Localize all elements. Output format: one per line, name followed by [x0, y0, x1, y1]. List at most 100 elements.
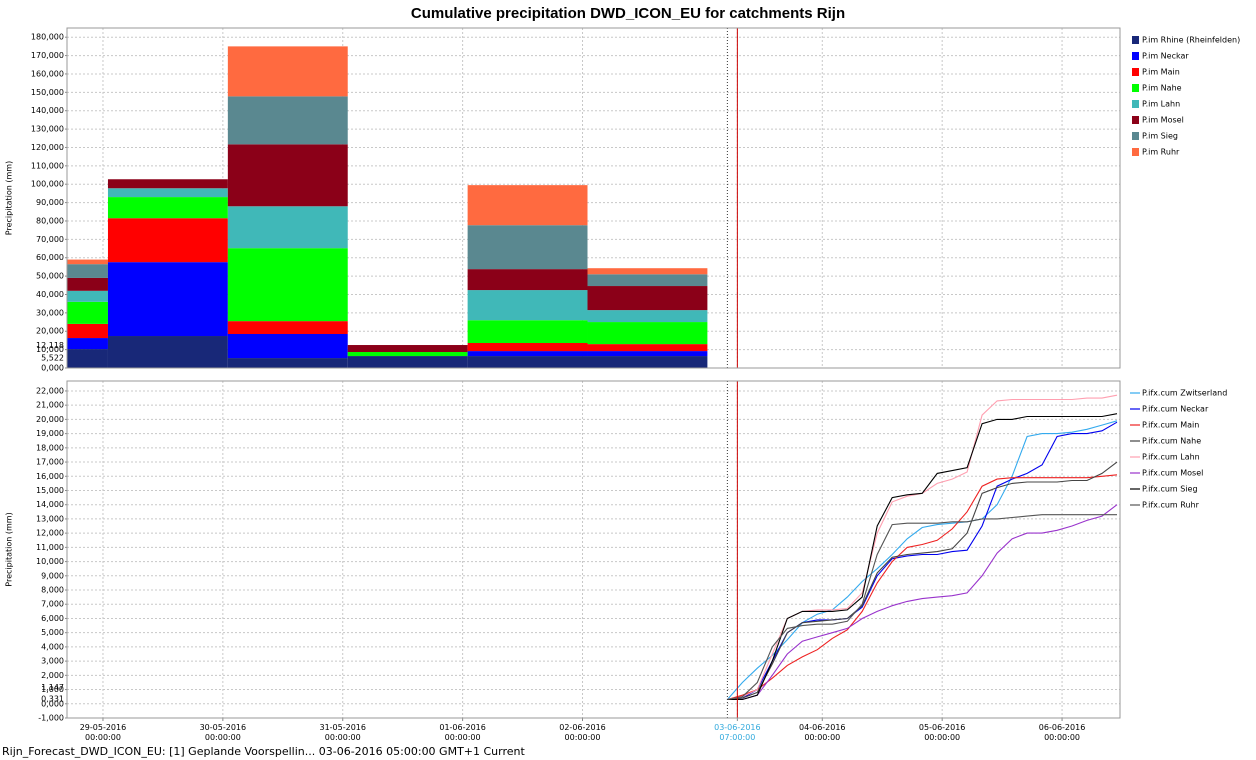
y-tick-label: 14,000 [36, 500, 64, 509]
y-tick-label: 60,000 [36, 253, 64, 262]
y-tick-label: 20,000 [36, 415, 64, 424]
axis-marker-label: 12,118 [36, 341, 64, 350]
legend-label: P.im Neckar [1142, 52, 1189, 61]
plot-area [67, 381, 1120, 718]
x-tick-label: 04-06-2016 00:00:00 [799, 723, 846, 742]
bar-segment [587, 322, 708, 345]
axis-marker-label: 0,331 [41, 695, 64, 704]
bar-segment [347, 352, 468, 357]
legend-label: P.ifx.cum Neckar [1142, 405, 1209, 414]
plot-content [67, 46, 708, 368]
bar-segment [587, 351, 708, 357]
bar-segment [107, 197, 228, 219]
line-series [727, 461, 1118, 701]
bar-segment [587, 274, 708, 287]
bar-segment [587, 344, 708, 352]
bar-segment [467, 320, 588, 344]
x-tick-label: 05-06-2016 00:00:00 [918, 723, 966, 742]
y-tick-label: 6,000 [41, 614, 64, 623]
legend-label: P.ifx.cum Nahe [1142, 437, 1201, 446]
y-tick-label: 18,000 [36, 443, 64, 452]
bar-segment [67, 264, 108, 278]
bar-segment [467, 351, 588, 357]
bar-segment [67, 277, 108, 291]
line-series [727, 504, 1118, 701]
legend-label: P.im Mosel [1142, 116, 1184, 125]
x-tick-label: 01-06-2016 00:00:00 [439, 723, 486, 742]
bar-segment [107, 262, 228, 337]
bar-segment [67, 338, 108, 350]
bar-segment [467, 225, 588, 270]
legend-swatch [1132, 52, 1139, 60]
y-tick-label: 12,000 [36, 529, 64, 538]
bar-segment [67, 259, 108, 265]
plot-content [726, 394, 1118, 701]
bar-segment [587, 356, 708, 368]
bar-segment [467, 185, 588, 226]
y-tick-label: 10,000 [36, 557, 64, 566]
y-tick-label: 5,000 [41, 628, 64, 637]
y-tick-label: 21,000 [36, 401, 64, 410]
bar-segment [107, 179, 228, 189]
legend-label: P.im Nahe [1142, 84, 1182, 93]
bar-segment [227, 96, 348, 145]
y-tick-label: 11,000 [36, 543, 64, 552]
legend-label: P.im Rhine (Rheinfelden) [1142, 36, 1240, 45]
y-tick-label: 19,000 [36, 429, 64, 438]
y-tick-label: 17,000 [36, 458, 64, 467]
y-tick-label: 15,000 [36, 486, 64, 495]
y-tick-label: -1,000 [38, 714, 64, 723]
bar-segment [227, 358, 348, 368]
legend-label: P.ifx.cum Ruhr [1142, 501, 1200, 510]
line-series [727, 514, 1117, 701]
legend-label: P.ifx.cum Lahn [1142, 453, 1200, 462]
y-tick-label: 160,000 [31, 69, 64, 78]
bar-segment [67, 301, 108, 324]
bar-segment [347, 356, 468, 368]
bar-segment [587, 286, 708, 311]
bar-segment [107, 336, 228, 368]
y-tick-label: 1,000 [41, 685, 64, 694]
y-tick-label: 120,000 [31, 143, 64, 152]
bar-segment [227, 46, 348, 97]
legend-label: P.ifx.cum Zwitserland [1142, 389, 1227, 398]
y-tick-label: 50,000 [36, 272, 64, 281]
x-tick-label: 30-05-2016 00:00:00 [199, 723, 247, 742]
legend-label: P.im Main [1142, 68, 1180, 77]
legend-swatch [1132, 100, 1139, 108]
bar-segment [467, 269, 588, 291]
y-tick-label: 100,000 [31, 180, 64, 189]
x-tick-label: 03-06-2016 07:00:00 [714, 723, 761, 742]
y-tick-label: 180,000 [31, 33, 64, 42]
line-series [727, 413, 1118, 701]
y-tick-label: 110,000 [31, 161, 64, 170]
y-tick-label: 30,000 [36, 308, 64, 317]
bar-segment [67, 349, 108, 368]
y-tick-label: 70,000 [36, 235, 64, 244]
legend-swatch [1132, 84, 1139, 92]
legend-swatch [1132, 36, 1139, 44]
y-tick-label: 7,000 [41, 600, 64, 609]
y-tick-label: 130,000 [31, 125, 64, 134]
plot-border [66, 380, 1121, 719]
y-tick-label: 16,000 [36, 472, 64, 481]
status-bar: Rijn_Forecast_DWD_ICON_EU: [1] Geplande … [2, 745, 525, 758]
bar-segment [67, 290, 108, 302]
legend-swatch [1132, 148, 1139, 156]
bar-segment [107, 218, 228, 263]
y-tick-label: 40,000 [36, 290, 64, 299]
bar-segment [227, 334, 348, 359]
chart-title: Cumulative precipitation DWD_ICON_EU for… [411, 5, 845, 22]
legend-label: P.im Ruhr [1142, 148, 1180, 157]
y-tick-label: 4,000 [41, 642, 64, 651]
bar-segment [467, 343, 588, 352]
y-axis-label: Precipitation (mm) [5, 161, 14, 235]
bar-segment [467, 290, 588, 321]
y-tick-label: 90,000 [36, 198, 64, 207]
legend-label: P.im Lahn [1142, 100, 1180, 109]
y-tick-label: 9,000 [41, 571, 64, 580]
legend-label: P.ifx.cum Sieg [1142, 485, 1198, 494]
y-tick-label: 22,000 [36, 386, 64, 395]
axis-marker-label: 5,522 [41, 353, 64, 362]
